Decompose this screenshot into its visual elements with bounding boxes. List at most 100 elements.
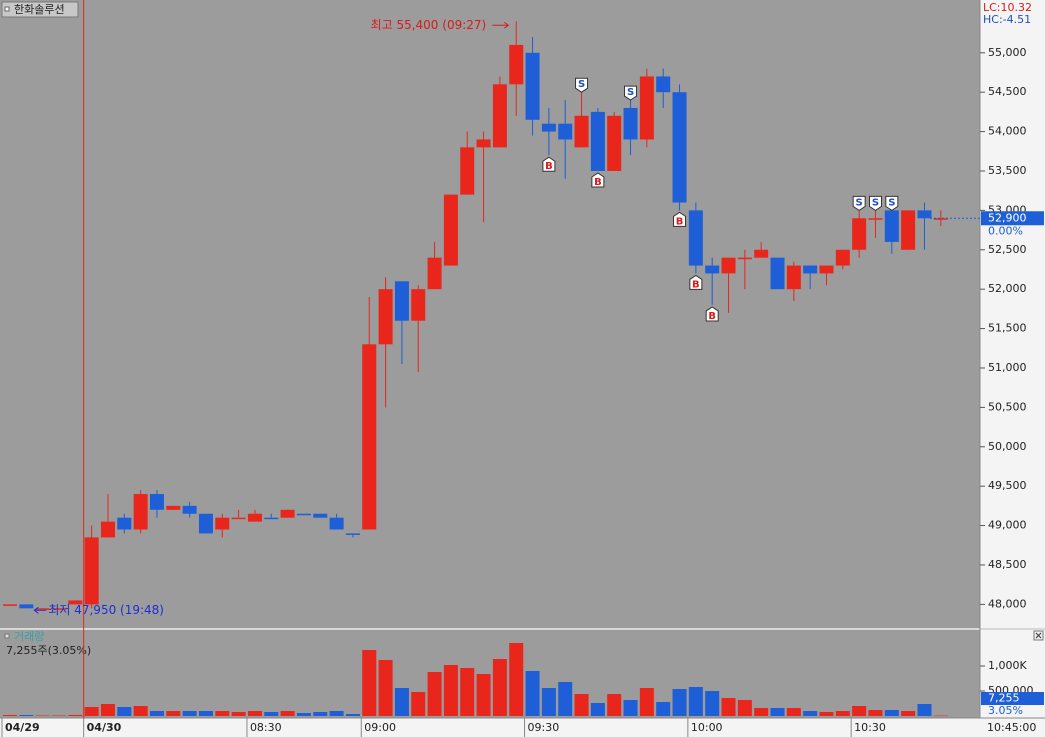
volume-bar (721, 698, 736, 716)
volume-bar (443, 665, 458, 716)
candle-body (770, 257, 785, 290)
signal-label: B (708, 311, 716, 322)
volume-bar (786, 708, 801, 716)
volume-title: 거래량 (14, 630, 44, 643)
volume-bar (215, 711, 230, 716)
x-tick-label: 10:30 (854, 721, 886, 734)
candle-body (313, 513, 328, 518)
signal-marker (624, 85, 638, 101)
y-tick-label: 54,500 (988, 85, 1027, 98)
candle-body (835, 249, 850, 266)
candle-body (688, 210, 703, 266)
signal-label: B (594, 177, 602, 188)
right-axis (980, 0, 1045, 718)
candle-body (607, 115, 622, 171)
volume-bar (590, 703, 605, 716)
low-arrow (33, 606, 47, 614)
candle-body (427, 257, 442, 290)
signal-marker (852, 195, 866, 211)
signal-marker (542, 156, 556, 172)
volume-bar (933, 715, 948, 717)
volume-bar (117, 707, 132, 716)
low-annotation: 최저 47,950 (19:48) (48, 603, 164, 617)
volume-bar (133, 706, 148, 716)
volume-bar (460, 668, 475, 716)
signal-marker (575, 77, 589, 93)
volume-bar (247, 711, 262, 716)
panel-divider (0, 628, 1045, 630)
candle-body (198, 513, 213, 534)
volume-bar (672, 689, 687, 716)
volume-summary: 7,255주(3.05%) (6, 644, 91, 657)
signal-marker (689, 274, 703, 290)
candle-body (329, 517, 344, 530)
candle-body (133, 494, 148, 530)
volume-bar (35, 715, 50, 716)
candle-body (492, 84, 507, 148)
candle-body (264, 517, 279, 520)
candle-body (443, 194, 458, 266)
candle-body (754, 249, 769, 258)
candle-body (672, 92, 687, 203)
last-volume-tag (981, 692, 1044, 705)
y-tick-label: 49,500 (988, 479, 1027, 492)
candle-body (84, 537, 99, 605)
volume-bar (509, 643, 524, 716)
candle-body (247, 513, 262, 522)
volume-bar (149, 711, 164, 716)
last-volume-pct: 3.05% (988, 704, 1023, 717)
y-tick-label: 52,000 (988, 282, 1027, 295)
candle-body (166, 505, 181, 510)
candle-body (574, 115, 589, 148)
candle-body (215, 517, 230, 530)
volume-bar (917, 704, 932, 716)
candle-body (3, 604, 17, 606)
volume-bar (231, 712, 246, 716)
last-price-tag (981, 211, 1044, 226)
y-tick-label: 55,000 (988, 46, 1027, 59)
y-tick-label: 48,000 (988, 597, 1027, 610)
candle-body (868, 218, 883, 220)
signal-marker (591, 172, 605, 188)
signal-label: S (872, 197, 879, 208)
volume-bar (525, 671, 540, 716)
volume-bar (476, 674, 491, 716)
x-tick-label: 04/30 (87, 721, 122, 734)
volume-bar (3, 715, 17, 716)
signal-label: B (676, 216, 684, 227)
signal-label: S (627, 87, 634, 98)
candle-body (378, 289, 393, 345)
volume-bar (427, 672, 442, 716)
hc-label: HC:-4.51 (983, 13, 1031, 26)
volume-bar (100, 704, 115, 716)
volume-bar (656, 702, 671, 716)
candle-body (558, 123, 573, 140)
volume-bar (84, 707, 99, 716)
volume-bar (803, 711, 818, 716)
title-box (1, 1, 79, 18)
candle-body (541, 123, 556, 132)
volume-bar (639, 688, 654, 716)
last-price-change: 0.00% (988, 224, 1023, 237)
candle-body (639, 76, 654, 140)
candle-body (803, 265, 818, 274)
volume-bar (819, 712, 834, 716)
candle-body (705, 265, 720, 274)
volume-bar (574, 694, 589, 716)
volume-bar (51, 715, 66, 716)
high-annotation: 최고 55,400 (09:27) (371, 18, 487, 32)
x-tick-label: 08:30 (250, 721, 282, 734)
candle-body (509, 44, 524, 85)
volume-bar (558, 682, 573, 716)
volume-bar (329, 711, 344, 716)
volume-bar (264, 712, 279, 716)
current-time: 10:45:00 (987, 721, 1036, 734)
volume-tick-label: 1,000K (988, 659, 1027, 672)
candle-body (917, 210, 932, 219)
signal-marker (868, 195, 882, 211)
lc-label: LC:10.32 (983, 1, 1032, 14)
candle-body (280, 509, 295, 518)
candle-body (51, 608, 66, 610)
signal-marker (885, 195, 899, 211)
volume-bar (296, 713, 311, 716)
